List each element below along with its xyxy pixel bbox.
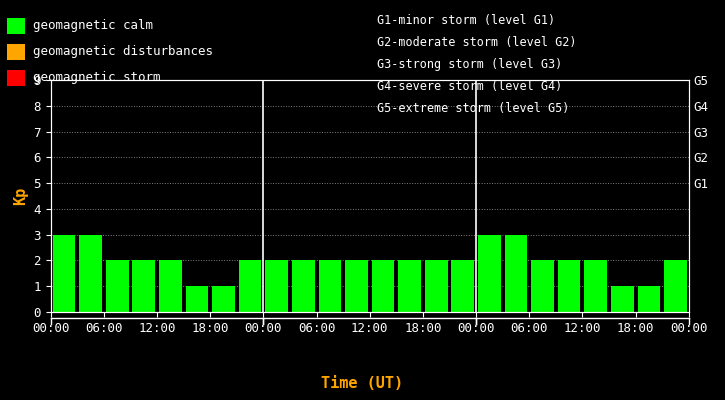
Bar (611, 286, 634, 312)
Text: G3-strong storm (level G3): G3-strong storm (level G3) (377, 58, 563, 71)
Text: G1-minor storm (level G1): G1-minor storm (level G1) (377, 14, 555, 27)
Text: geomagnetic storm: geomagnetic storm (33, 72, 160, 84)
Bar (186, 286, 208, 312)
Bar (398, 260, 421, 312)
Bar (531, 260, 554, 312)
Y-axis label: Kp: Kp (13, 187, 28, 205)
Bar (265, 260, 288, 312)
Bar (558, 260, 581, 312)
Bar (159, 260, 182, 312)
Bar (584, 260, 607, 312)
Bar (452, 260, 474, 312)
Bar (505, 235, 527, 312)
Bar (664, 260, 687, 312)
Text: geomagnetic disturbances: geomagnetic disturbances (33, 46, 212, 58)
Bar (53, 235, 75, 312)
Bar (133, 260, 155, 312)
Bar (478, 235, 501, 312)
Bar (425, 260, 447, 312)
Text: Time (UT): Time (UT) (321, 376, 404, 392)
Bar (79, 235, 102, 312)
Bar (106, 260, 128, 312)
Bar (318, 260, 341, 312)
Text: G4-severe storm (level G4): G4-severe storm (level G4) (377, 80, 563, 93)
Text: geomagnetic calm: geomagnetic calm (33, 20, 153, 32)
Bar (345, 260, 368, 312)
Bar (292, 260, 315, 312)
Bar (372, 260, 394, 312)
Text: G5-extreme storm (level G5): G5-extreme storm (level G5) (377, 102, 569, 115)
Bar (212, 286, 235, 312)
Text: G2-moderate storm (level G2): G2-moderate storm (level G2) (377, 36, 576, 49)
Bar (239, 260, 262, 312)
Bar (637, 286, 660, 312)
